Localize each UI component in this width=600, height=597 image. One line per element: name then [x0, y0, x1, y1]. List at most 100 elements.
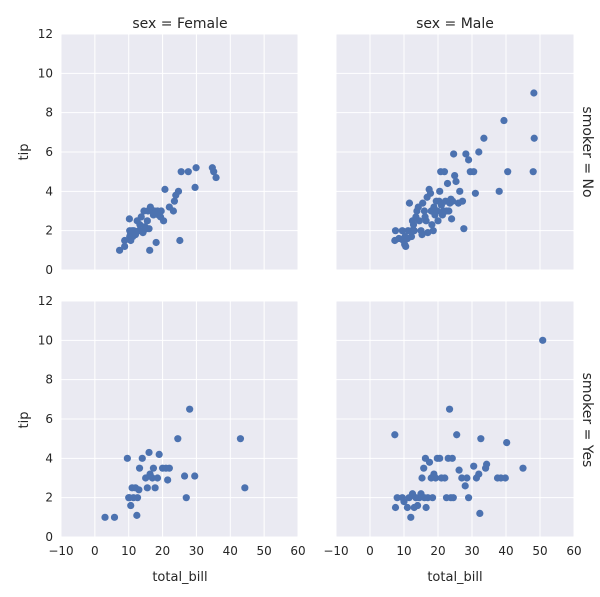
data-point: [436, 454, 444, 462]
y-tick-label: 0: [45, 263, 53, 277]
data-point: [135, 486, 143, 494]
data-point: [429, 227, 437, 235]
data-point: [152, 238, 160, 247]
data-point: [453, 431, 461, 439]
data-point: [475, 470, 483, 478]
data-point: [169, 207, 178, 215]
data-point: [425, 458, 434, 466]
x-tick-label: 40: [498, 544, 513, 558]
data-point: [161, 185, 169, 193]
data-point: [448, 454, 456, 462]
data-point: [422, 217, 430, 225]
data-point: [451, 172, 459, 180]
data-point: [440, 168, 449, 176]
data-point: [143, 484, 151, 492]
data-point: [418, 231, 426, 239]
data-point: [480, 134, 488, 142]
data-point: [153, 474, 162, 482]
x-tick-label: 20: [430, 544, 445, 558]
data-point: [448, 215, 456, 223]
data-point: [433, 207, 441, 215]
x-tick-label: 60: [290, 544, 305, 558]
data-point: [504, 168, 512, 176]
y-tick-label: 6: [45, 145, 53, 159]
y-axis-label-bottom: tip: [17, 412, 32, 429]
data-point: [420, 464, 428, 472]
data-point: [170, 197, 179, 205]
data-point: [145, 448, 153, 457]
data-point: [146, 246, 154, 254]
data-point: [458, 474, 466, 482]
data-point: [428, 494, 437, 502]
data-point: [174, 187, 183, 195]
data-point: [410, 227, 418, 235]
data-point: [452, 177, 460, 186]
data-point: [407, 232, 416, 241]
data-point: [186, 405, 194, 413]
x-tick-label: 0: [366, 544, 374, 558]
data-point: [151, 484, 159, 492]
data-point: [405, 199, 414, 207]
data-point: [445, 405, 454, 413]
data-point: [407, 513, 415, 521]
data-point: [495, 187, 503, 195]
data-point: [165, 464, 173, 472]
col-title-female: sex = Female: [132, 16, 227, 32]
data-point: [458, 197, 467, 205]
col-title-male: sex = Male: [416, 16, 494, 32]
data-point: [434, 217, 442, 225]
x-tick-label: 50: [257, 544, 272, 558]
x-tick-label: 10: [121, 544, 136, 558]
data-point: [191, 183, 199, 191]
data-point: [443, 179, 452, 188]
data-point: [475, 148, 483, 156]
data-point: [436, 187, 444, 195]
data-point: [456, 187, 464, 195]
y-axis-label-top: tip: [17, 144, 32, 161]
data-point: [133, 494, 142, 502]
data-point: [138, 454, 146, 462]
y-tick-label: 2: [45, 491, 53, 505]
data-point: [450, 150, 458, 158]
data-point: [127, 501, 135, 510]
row-title-smoker-no: smoker = No: [579, 106, 595, 197]
data-point: [424, 229, 432, 237]
data-point: [445, 207, 453, 215]
data-point: [391, 227, 400, 235]
data-point: [393, 494, 401, 502]
data-point: [125, 215, 133, 223]
data-point: [212, 173, 220, 182]
row-title-smoker-yes: smoker = Yes: [579, 373, 595, 468]
x-tick-label: −10: [323, 544, 348, 558]
x-tick-label: 0: [91, 544, 99, 558]
data-point: [402, 242, 410, 250]
data-point: [137, 213, 145, 221]
x-tick-label: −10: [48, 544, 73, 558]
data-point: [101, 513, 109, 521]
y-tick-label: 4: [45, 184, 53, 198]
data-point: [539, 336, 547, 344]
data-point: [419, 199, 427, 207]
y-tick-label: 12: [38, 27, 53, 41]
data-point: [133, 511, 141, 519]
data-point: [241, 484, 249, 492]
data-point: [519, 464, 527, 472]
data-point: [403, 503, 411, 512]
data-point: [420, 207, 428, 215]
data-point: [465, 494, 473, 502]
data-point: [115, 246, 124, 254]
data-point: [441, 474, 449, 482]
data-point: [121, 236, 129, 245]
y-tick-label: 2: [45, 224, 53, 238]
data-point: [465, 156, 473, 164]
data-point: [157, 207, 165, 215]
data-point: [470, 462, 478, 470]
data-point: [426, 189, 435, 197]
data-point: [135, 464, 144, 472]
data-point: [149, 464, 158, 472]
data-point: [398, 227, 406, 235]
data-point: [449, 494, 457, 502]
data-point: [110, 513, 119, 521]
